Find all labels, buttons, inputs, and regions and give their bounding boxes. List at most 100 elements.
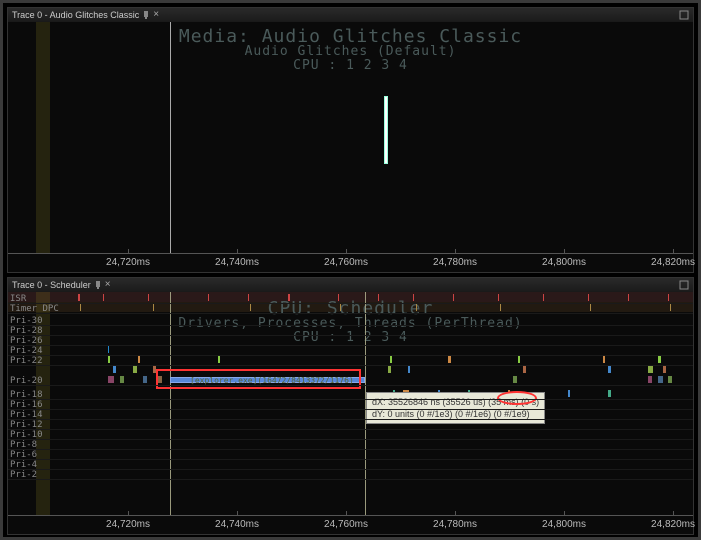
axis-tick <box>346 249 347 254</box>
thread-event[interactable] <box>208 294 209 301</box>
chart-bottom[interactable]: CPU: Scheduler Drivers, Processes, Threa… <box>8 292 693 534</box>
x-axis-labels: 24,720ms24,740ms24,760ms24,780ms24,800ms… <box>8 256 693 270</box>
row-separator <box>8 439 693 440</box>
thread-event[interactable] <box>518 356 520 363</box>
axis-tick-label: 24,820ms <box>651 257 695 268</box>
row-separator <box>8 409 693 410</box>
thread-event[interactable] <box>523 366 526 373</box>
maximize-icon[interactable] <box>679 280 689 290</box>
thread-event[interactable] <box>120 376 124 383</box>
axis-tick <box>237 511 238 516</box>
thread-event[interactable] <box>143 376 147 383</box>
thread-event[interactable] <box>448 356 451 363</box>
chart-top[interactable]: Media: Audio Glitches Classic Audio Glit… <box>8 22 693 272</box>
thread-event[interactable] <box>138 356 140 363</box>
axis-tick <box>128 511 129 516</box>
thread-event[interactable] <box>250 304 251 311</box>
thread-event[interactable] <box>390 356 392 363</box>
thread-event[interactable] <box>608 390 611 397</box>
highlight-redcircle <box>497 391 537 405</box>
thread-event[interactable] <box>388 366 391 373</box>
thread-event[interactable] <box>133 366 137 373</box>
thread-event[interactable] <box>108 376 114 383</box>
pin-icon[interactable] <box>141 10 151 20</box>
row-separator <box>8 449 693 450</box>
row-separator <box>8 479 693 480</box>
thread-event[interactable] <box>658 376 663 383</box>
axis-tick <box>237 249 238 254</box>
row-separator <box>8 399 693 400</box>
thread-event[interactable] <box>608 366 611 373</box>
thread-event[interactable] <box>218 356 220 363</box>
thread-event[interactable] <box>78 294 80 301</box>
axis-tick-label: 24,740ms <box>215 519 259 530</box>
thread-event[interactable] <box>108 346 109 353</box>
thread-event[interactable] <box>658 356 661 363</box>
axis-tick <box>673 511 674 516</box>
thread-event[interactable] <box>108 356 110 363</box>
thread-event[interactable] <box>648 366 653 373</box>
row-separator <box>8 345 693 346</box>
axis-tick-label: 24,760ms <box>324 257 368 268</box>
x-axis <box>8 253 693 254</box>
row-separator <box>8 313 693 314</box>
thread-event[interactable] <box>668 294 669 301</box>
thread-event[interactable] <box>416 304 417 311</box>
thread-event[interactable] <box>498 294 499 301</box>
thread-event[interactable] <box>628 294 629 301</box>
row-separator <box>8 365 693 366</box>
thread-event[interactable] <box>543 294 544 301</box>
panel-header-top[interactable]: Trace 0 - Audio Glitches Classic × <box>8 8 693 22</box>
thread-event[interactable] <box>340 304 341 311</box>
watermark-cpu: CPU : 1 2 3 4 <box>8 58 693 73</box>
watermark-cpu: CPU : 1 2 3 4 <box>8 330 693 345</box>
thread-event[interactable] <box>500 304 501 311</box>
row-separator <box>8 459 693 460</box>
glitch-marker <box>384 96 388 164</box>
thread-event[interactable] <box>670 304 671 311</box>
thread-event[interactable] <box>603 356 605 363</box>
thread-event[interactable] <box>668 376 672 383</box>
thread-event[interactable] <box>663 366 666 373</box>
row-separator <box>8 325 693 326</box>
thread-event[interactable] <box>413 294 414 301</box>
thread-event[interactable] <box>288 294 290 301</box>
thread-event[interactable] <box>378 294 379 301</box>
thread-event[interactable] <box>248 294 249 301</box>
x-axis <box>8 515 693 516</box>
pin-icon[interactable] <box>93 280 103 290</box>
axis-tick-label: 24,820ms <box>651 519 695 530</box>
row-separator <box>8 419 693 420</box>
thread-event[interactable] <box>453 294 454 301</box>
thread-event[interactable] <box>148 294 149 301</box>
axis-tick <box>128 249 129 254</box>
panel-scheduler: Trace 0 - Scheduler × CPU: Scheduler Dri… <box>7 277 694 535</box>
maximize-icon[interactable] <box>679 10 689 20</box>
thread-event[interactable] <box>588 294 589 301</box>
thread-event[interactable] <box>408 366 410 373</box>
thread-event[interactable] <box>153 304 154 311</box>
thread-event[interactable] <box>338 294 339 301</box>
row-separator <box>8 469 693 470</box>
thread-event[interactable] <box>80 304 81 311</box>
axis-tick <box>346 511 347 516</box>
thread-event[interactable] <box>590 304 591 311</box>
axis-tick-label: 24,740ms <box>215 257 259 268</box>
panel-header-bottom[interactable]: Trace 0 - Scheduler × <box>8 278 693 292</box>
row-separator <box>8 355 693 356</box>
row-separator <box>8 429 693 430</box>
thread-event[interactable] <box>513 376 517 383</box>
thread-event[interactable] <box>568 390 570 397</box>
thread-event[interactable] <box>103 294 104 301</box>
close-icon[interactable]: × <box>153 10 163 20</box>
thread-event[interactable] <box>113 366 116 373</box>
axis-tick <box>673 249 674 254</box>
panel-title: Trace 0 - Audio Glitches Classic <box>12 10 139 20</box>
axis-tick-label: 24,780ms <box>433 519 477 530</box>
close-icon[interactable]: × <box>105 280 115 290</box>
axis-tick-label: 24,720ms <box>106 519 150 530</box>
watermark-title: Media: Audio Glitches Classic <box>8 26 693 47</box>
thread-event[interactable] <box>648 376 652 383</box>
row-separator <box>8 385 693 386</box>
axis-tick <box>564 249 565 254</box>
